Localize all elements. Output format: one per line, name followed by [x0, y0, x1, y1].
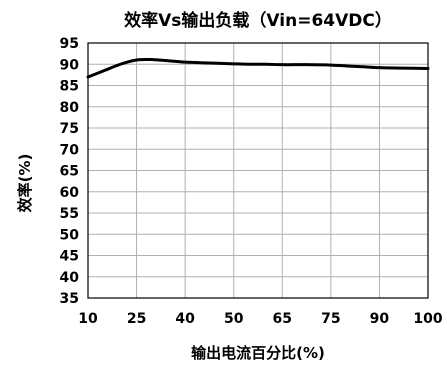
y-tick-label: 70	[60, 142, 80, 158]
y-tick-label: 80	[60, 100, 80, 116]
x-tick-label: 100	[413, 311, 442, 327]
y-tick-label: 40	[60, 270, 80, 286]
grid-lines	[88, 43, 428, 298]
y-tick-label: 45	[60, 249, 79, 265]
y-tick-labels: 35 40 45 50 55 60 65 70 75 80 85 90 95	[60, 36, 80, 307]
y-tick-label: 60	[60, 185, 80, 201]
x-tick-label: 40	[175, 311, 195, 327]
y-tick-label: 35	[60, 291, 79, 307]
y-tick-label: 65	[60, 164, 79, 180]
y-tick-label: 90	[60, 57, 80, 73]
y-tick-label: 55	[60, 206, 79, 222]
x-tick-labels: 10 25 40 50 65 75 90 100	[78, 311, 443, 327]
x-axis-label: 输出电流百分比(%)	[191, 344, 325, 362]
y-tick-label: 95	[60, 36, 79, 52]
y-tick-label: 50	[60, 227, 80, 243]
x-tick-label: 50	[224, 311, 244, 327]
x-tick-label: 25	[127, 311, 146, 327]
series-group	[88, 59, 428, 77]
y-axis-label: 效率(%)	[16, 154, 34, 213]
x-tick-label: 65	[273, 311, 292, 327]
y-tick-label: 75	[60, 121, 79, 137]
x-tick-label: 10	[78, 311, 98, 327]
x-tick-label: 90	[370, 311, 390, 327]
chart-title: 效率Vs输出负载（Vin=64VDC）	[124, 10, 392, 31]
efficiency-line	[88, 59, 428, 77]
y-tick-label: 85	[60, 79, 79, 95]
x-tick-label: 75	[321, 311, 340, 327]
